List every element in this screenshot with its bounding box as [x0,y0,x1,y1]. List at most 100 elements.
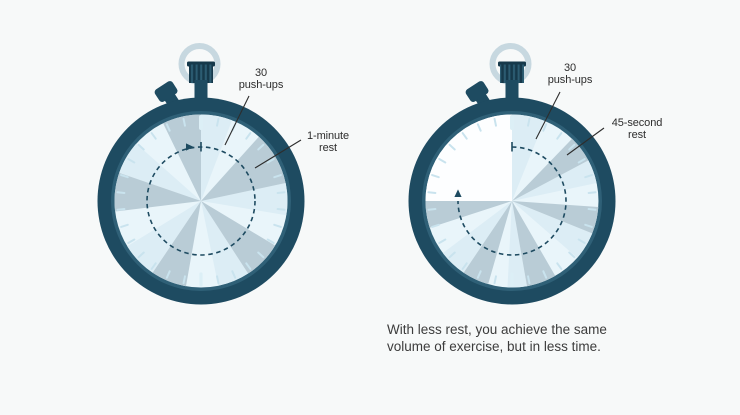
exercise-wedge [201,114,232,201]
caption-line-2: volume of exercise, but in less time. [387,339,601,354]
tick-mark [216,117,220,127]
rest-duration-label: 45-second [611,117,663,129]
tick-mark [231,270,237,279]
tick-mark [476,270,482,279]
dial-progress-track [454,142,567,256]
rest-wedge [201,201,276,274]
tick-mark [165,270,171,279]
tick-mark [587,191,597,194]
rest-pointer-line [254,139,302,169]
tick-mark [273,223,282,228]
tick-mark [527,117,531,127]
pushups-callout-left: 30 push-ups [238,67,284,91]
rest-wedge [114,172,201,212]
tick-mark [182,275,186,285]
rest-wedge [463,201,512,285]
tick-mark [182,117,186,127]
tick-mark [245,132,252,140]
crown-stem [505,80,519,102]
tick-mark [216,275,220,285]
rest-wedge [201,136,286,201]
pushups-count-label: 30 [254,67,268,79]
pushups-word-label: push-ups [238,78,284,91]
face-wedges [425,114,599,288]
rest-wedge [163,114,201,201]
time-saved-region [425,114,512,201]
tick-mark [584,223,593,228]
pushups-word-label: push-ups [547,73,593,86]
tick-mark [127,238,136,244]
tick-mark [266,238,275,244]
callout-pointers [535,91,605,156]
rest-duration-label: 1-minute [307,130,349,142]
tick-mark [137,143,145,151]
tick-mark [127,158,136,164]
tick-mark [542,123,548,132]
tick-mark [577,238,586,244]
tick-mark [556,262,563,270]
exercise-wedge [512,160,597,201]
tick-mark [527,275,531,285]
tick-mark [568,251,576,259]
exercise-wedge [201,183,288,216]
rest-callout-right: 45-second rest [611,117,663,141]
tick-mark [556,132,563,140]
exercise-wedge [119,143,201,201]
tick-mark [150,132,157,140]
rest-word-label: rest [319,141,337,154]
tick-mark [448,251,456,259]
tick-mark [431,223,440,228]
tick-mark [165,123,171,132]
tick-mark [461,132,468,140]
tick-mark [542,270,548,279]
crown-ribs [500,64,524,83]
tick-mark [438,158,447,164]
tick-mark [137,251,145,259]
sets-pointer-line [535,91,561,140]
sets-pointer-line [224,95,250,146]
tick-mark [120,174,129,179]
callout-pointers [224,95,302,169]
tick-mark [493,117,497,127]
tick-mark [476,123,482,132]
rest-wedge [425,201,512,228]
crown-button [498,61,526,102]
tick-mark [584,174,593,179]
tick-mark [568,143,576,151]
exercise-wedge [507,201,528,288]
tick-mark [266,158,275,164]
exercise-wedge [512,201,593,258]
tick-mark [257,251,265,259]
rest-wedge [512,201,599,234]
exercise-wedge [127,201,201,273]
tick-mark [587,208,597,211]
tick-mark [493,275,497,285]
rest-wedge [512,201,556,287]
arc-end-arrow-icon [454,189,462,197]
tick-mark [431,174,440,179]
face-wedges [114,114,288,287]
crown-stem [194,80,208,102]
stopwatch-left [97,43,305,305]
conclusion-caption: With less rest, you achieve the same vol… [387,321,657,355]
rest-pointer-line [566,127,605,156]
tick-mark [461,262,468,270]
tick-mark [427,208,437,211]
tick-mark [116,208,126,211]
tick-mark [427,191,437,194]
rest-wedge [152,201,201,287]
caption-line-1: With less rest, you achieve the same [387,322,607,337]
tick-mark [150,262,157,270]
tick-marks [116,115,286,287]
clockwise-arrow-icon [186,143,194,151]
rest-word-label: rest [628,128,646,141]
exercise-wedge [442,201,512,273]
pushups-count-label: 30 [563,62,577,74]
rest-wedge [512,138,589,201]
tick-mark [577,158,586,164]
dial-progress-track [146,142,256,256]
pushups-callout-right: 30 push-ups [547,62,593,86]
tick-mark [448,143,456,151]
rest-callout-left: 1-minute rest [307,130,349,154]
